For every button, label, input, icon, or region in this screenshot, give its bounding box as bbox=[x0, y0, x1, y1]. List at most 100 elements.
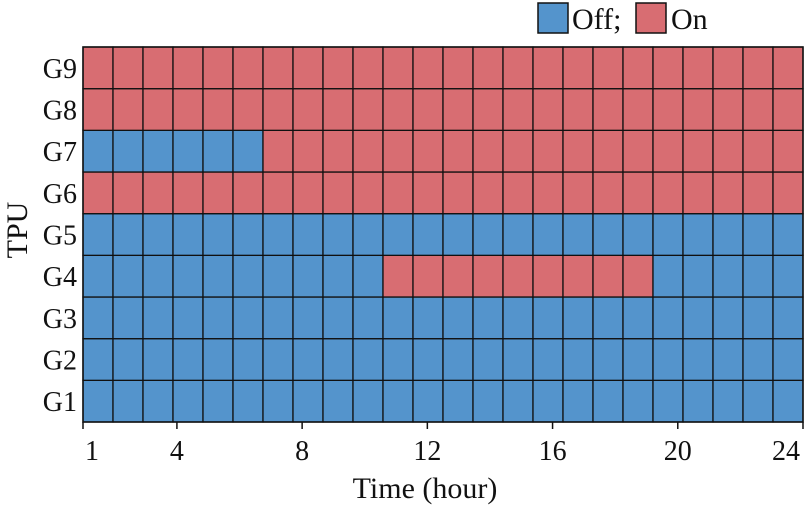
cell-g3-h16 bbox=[532, 296, 564, 340]
cell-g6-h11 bbox=[382, 171, 414, 215]
cell-g5-h12 bbox=[412, 213, 444, 256]
y-axis-ticks: G1 G2 G3 G4 G5 G6 G7 G8 G9 bbox=[43, 54, 77, 418]
cell-g5-h8 bbox=[292, 213, 324, 256]
cell-g4-h21 bbox=[682, 254, 714, 298]
cell-g4-h12 bbox=[412, 254, 444, 298]
cell-g4-h20 bbox=[652, 254, 684, 298]
cell-g9-h6 bbox=[232, 46, 264, 90]
cell-g3-h1 bbox=[82, 296, 114, 340]
cell-g9-h3 bbox=[142, 46, 174, 90]
cell-g1-h21 bbox=[682, 379, 714, 423]
cell-g2-h7 bbox=[262, 338, 294, 381]
cell-g7-h11 bbox=[382, 129, 414, 173]
cell-g4-h5 bbox=[202, 254, 234, 298]
cell-g5-h6 bbox=[232, 213, 264, 256]
cell-g4-h10 bbox=[352, 254, 384, 298]
cell-g6-h15 bbox=[502, 171, 534, 215]
cell-g4-h15 bbox=[502, 254, 534, 298]
cell-g5-h23 bbox=[742, 213, 774, 256]
x-tick-label-16: 16 bbox=[539, 436, 567, 467]
cell-g8-h3 bbox=[142, 88, 174, 131]
cell-g7-h5 bbox=[202, 129, 234, 173]
cell-g8-h16 bbox=[532, 88, 564, 131]
cell-g4-h23 bbox=[742, 254, 774, 298]
cell-g5-h3 bbox=[142, 213, 174, 256]
cell-g8-h14 bbox=[472, 88, 504, 131]
cell-g2-h23 bbox=[742, 338, 774, 381]
x-axis-ticks: 1 4 8 12 16 20 24 bbox=[82, 422, 804, 467]
y-tick-label-g5: G5 bbox=[43, 221, 77, 252]
y-tick-label-g8: G8 bbox=[43, 96, 77, 127]
cell-g5-h7 bbox=[262, 213, 294, 256]
legend-swatch-on bbox=[635, 2, 667, 34]
cell-g6-h17 bbox=[562, 171, 594, 215]
cell-g2-h1 bbox=[82, 338, 114, 381]
cell-g6-h3 bbox=[142, 171, 174, 215]
cell-g7-h4 bbox=[172, 129, 204, 173]
cell-g1-h19 bbox=[622, 379, 654, 423]
cell-g2-h20 bbox=[652, 338, 684, 381]
cell-g2-h10 bbox=[352, 338, 384, 381]
cell-g8-h2 bbox=[112, 88, 144, 131]
cell-g7-h14 bbox=[472, 129, 504, 173]
cell-g5-h24 bbox=[772, 213, 804, 256]
cell-g7-h20 bbox=[652, 129, 684, 173]
cell-g3-h11 bbox=[382, 296, 414, 340]
cell-g6-h12 bbox=[412, 171, 444, 215]
cell-g5-h16 bbox=[532, 213, 564, 256]
cell-g9-h8 bbox=[292, 46, 324, 90]
cell-g9-h22 bbox=[712, 46, 744, 90]
cell-g9-h14 bbox=[472, 46, 504, 90]
cell-g8-h22 bbox=[712, 88, 744, 131]
cell-g2-h13 bbox=[442, 338, 474, 381]
cell-g6-h2 bbox=[112, 171, 144, 215]
cell-g8-h8 bbox=[292, 88, 324, 131]
cell-g8-h4 bbox=[172, 88, 204, 131]
cell-g8-h1 bbox=[82, 88, 114, 131]
x-axis-label: Time (hour) bbox=[353, 472, 498, 505]
y-tick-label-g4: G4 bbox=[43, 262, 77, 293]
cell-g4-h9 bbox=[322, 254, 354, 298]
x-tick-label-12: 12 bbox=[413, 436, 441, 467]
cell-g7-h7 bbox=[262, 129, 294, 173]
cell-g1-h8 bbox=[292, 379, 324, 423]
cell-g2-h12 bbox=[412, 338, 444, 381]
y-tick-label-g6: G6 bbox=[43, 179, 77, 210]
cell-g9-h2 bbox=[112, 46, 144, 90]
cell-g5-h13 bbox=[442, 213, 474, 256]
cell-g9-h7 bbox=[262, 46, 294, 90]
cell-g1-h24 bbox=[772, 379, 804, 423]
cell-g7-h15 bbox=[502, 129, 534, 173]
cell-g5-h5 bbox=[202, 213, 234, 256]
cell-g6-h21 bbox=[682, 171, 714, 215]
cell-g3-h24 bbox=[772, 296, 804, 340]
cell-g3-h19 bbox=[622, 296, 654, 340]
cell-g2-h4 bbox=[172, 338, 204, 381]
cell-g1-h11 bbox=[382, 379, 414, 423]
cell-g4-h1 bbox=[82, 254, 114, 298]
cell-g4-h14 bbox=[472, 254, 504, 298]
legend-label-off: Off; bbox=[572, 3, 621, 36]
cell-g3-h4 bbox=[172, 296, 204, 340]
cell-g1-h3 bbox=[142, 379, 174, 423]
cell-g6-h24 bbox=[772, 171, 804, 215]
x-tick-label-24: 24 bbox=[772, 436, 800, 467]
cell-g2-h5 bbox=[202, 338, 234, 381]
cell-g9-h24 bbox=[772, 46, 804, 90]
cell-g4-h22 bbox=[712, 254, 744, 298]
cell-g4-h8 bbox=[292, 254, 324, 298]
y-tick-label-g3: G3 bbox=[43, 304, 77, 335]
cell-g7-h8 bbox=[292, 129, 324, 173]
cell-g1-h16 bbox=[532, 379, 564, 423]
cell-g9-h13 bbox=[442, 46, 474, 90]
cell-g4-h6 bbox=[232, 254, 264, 298]
cell-g2-h8 bbox=[292, 338, 324, 381]
cell-g4-h3 bbox=[142, 254, 174, 298]
cell-g4-h7 bbox=[262, 254, 294, 298]
cell-g2-h17 bbox=[562, 338, 594, 381]
cell-g3-h6 bbox=[232, 296, 264, 340]
cell-g7-h24 bbox=[772, 129, 804, 173]
cell-g2-h14 bbox=[472, 338, 504, 381]
cell-g8-h10 bbox=[352, 88, 384, 131]
